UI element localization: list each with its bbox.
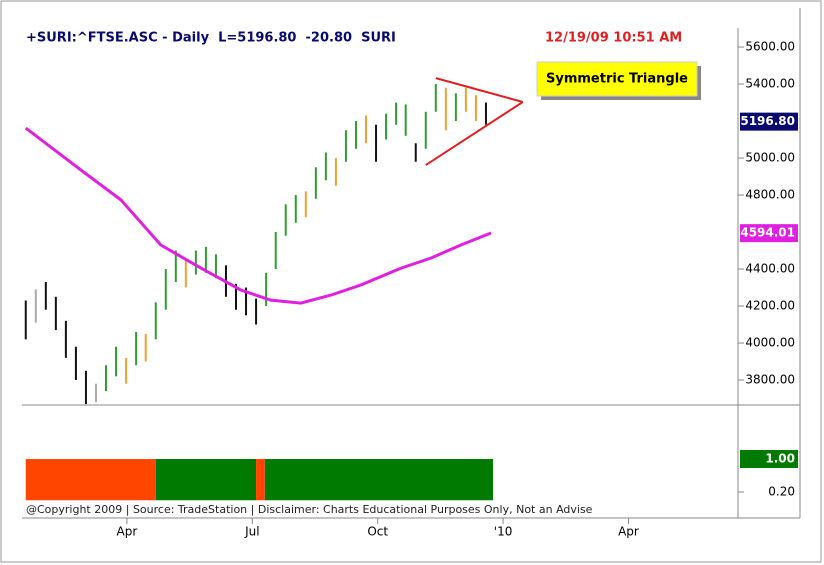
last-value-box [740,224,798,243]
y-tick-label: 5000.00 [745,151,795,165]
indicator-segment [155,459,257,501]
last-value-label: 5196.80 [740,114,795,128]
indicator-segment [25,459,156,501]
annotation: Symmetric Triangle [546,72,688,87]
y-tick-label: 4400.00 [745,262,795,276]
trendline [435,77,524,103]
x-tick-label: '10 [494,525,513,539]
indicator-segment [264,459,494,501]
last-value-box [740,450,798,469]
annotation-box [536,61,698,97]
moving-average [24,126,492,305]
last-value-box [740,112,798,131]
y-tick-label: 4000.00 [745,336,795,350]
y-tick-label: 4800.00 [745,188,795,202]
y-tick-label: 5400.00 [745,77,795,91]
footer: @Copyright 2009 | Source: TradeStation |… [26,503,593,516]
y-tick-label: 0.20 [768,485,795,499]
last-value-label: 4594.01 [740,226,795,240]
x-tick-label: Oct [367,525,388,539]
timestamp: 12/19/09 10:51 AM [545,31,682,46]
last-value-label: 1.00 [765,452,795,466]
y-tick-label: 5600.00 [745,40,795,54]
x-tick-label: Apr [618,525,639,539]
y-tick-label: 4200.00 [745,299,795,313]
y-tick-label: 3800.00 [745,373,795,387]
chart-title: +SURI:^FTSE.ASC - Daily L=5196.80 -20.80… [26,31,396,46]
x-tick-label: Jul [244,525,259,539]
trendline [425,101,524,166]
x-tick-label: Apr [117,525,138,539]
indicator-segment [256,459,265,501]
